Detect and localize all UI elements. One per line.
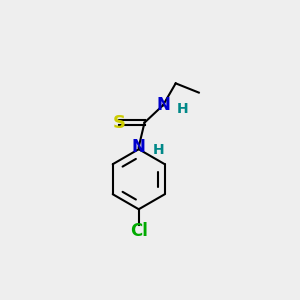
- Text: H: H: [177, 102, 188, 116]
- Text: H: H: [153, 143, 164, 157]
- Text: Cl: Cl: [130, 222, 148, 240]
- Text: N: N: [156, 96, 170, 114]
- Text: N: N: [132, 138, 146, 156]
- Text: S: S: [112, 114, 126, 132]
